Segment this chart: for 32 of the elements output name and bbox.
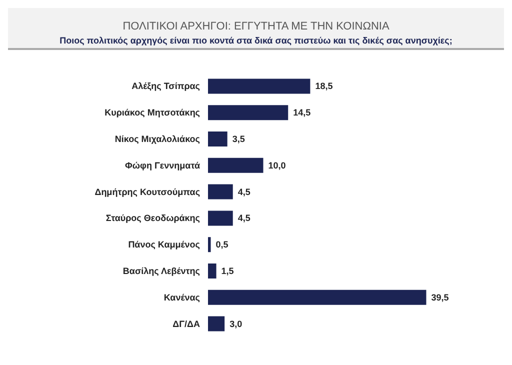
data-label: 3,5 — [232, 134, 245, 144]
bar — [208, 158, 264, 173]
data-label: 0,5 — [216, 240, 228, 250]
y-tick-label: Βασίλης Λεβέντης — [122, 266, 200, 276]
y-tick-label: Δημήτρης Κουτσούμπας — [94, 186, 200, 197]
bar — [208, 210, 233, 226]
y-tick-label: Κανένας — [164, 292, 200, 302]
data-label: 39,5 — [431, 292, 449, 302]
bar — [208, 132, 228, 146]
y-tick-label: ΔΓ/ΔΑ — [172, 318, 200, 329]
data-label: 10,0 — [268, 160, 286, 170]
y-tick-label: Νίκος Μιχαλολιάκος — [114, 134, 200, 144]
bar — [208, 78, 310, 94]
data-label: 4,5 — [238, 213, 250, 224]
chart-title: ΠΟΛΙΤΙΚΟΙ ΑΡΧΗΓΟΙ: ΕΓΓΥΤΗΤΑ ΜΕ ΤΗΝ ΚΟΙΝΩΝΙΑ — [122, 20, 390, 32]
y-tick-label: Κυριάκος Μητσοτάκης — [104, 108, 200, 118]
data-label: 3,0 — [230, 318, 242, 329]
bar — [208, 290, 426, 305]
data-label: 18,5 — [315, 81, 333, 92]
bar — [208, 264, 216, 278]
y-tick-label: Σταύρος Θεοδωράκης — [106, 213, 200, 224]
data-label: 1,5 — [221, 266, 234, 276]
data-label: 14,5 — [293, 108, 311, 118]
y-tick-label: Πάνος Καμμένος — [128, 240, 200, 250]
bar — [208, 105, 288, 120]
bar — [208, 184, 233, 200]
bar — [208, 316, 225, 332]
y-tick-label: Αλέξης Τσίπρας — [132, 81, 200, 92]
data-label: 4,5 — [238, 186, 250, 197]
y-tick-label: Φώφη Γεννηματά — [125, 160, 200, 170]
bar — [208, 237, 211, 252]
chart-subtitle: Ποιος πολιτικός αρχηγός είναι πιο κοντά στα δικά σας πιστεύω και τις δικές σας ανησυχίες; — [60, 36, 452, 46]
